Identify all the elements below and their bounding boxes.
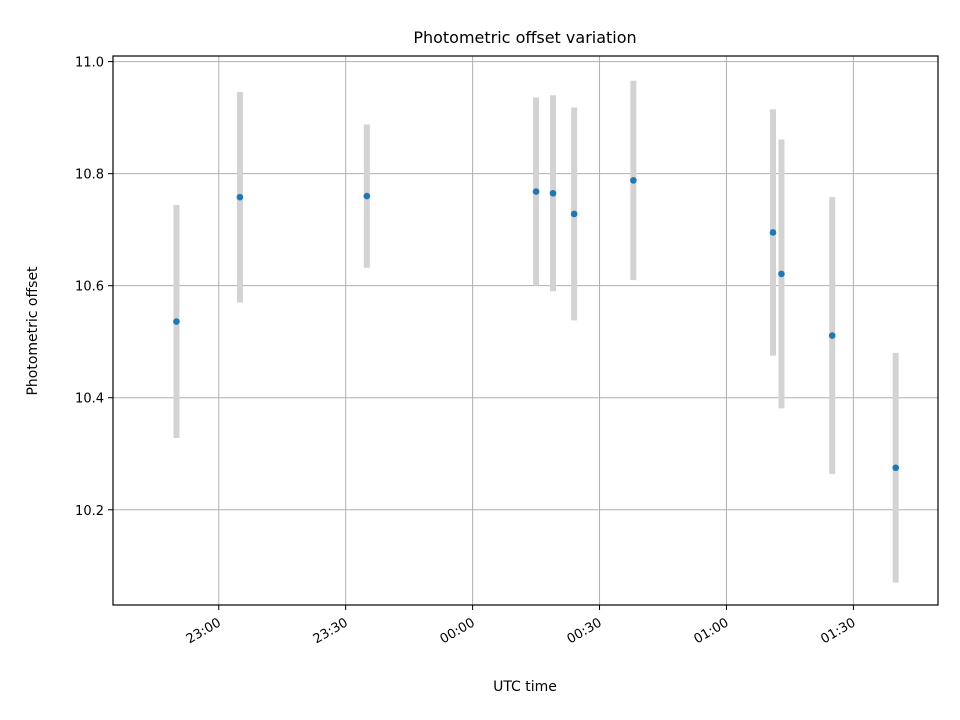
data-point — [236, 193, 244, 201]
data-point — [769, 229, 777, 236]
grid — [113, 56, 938, 605]
x-tick-label: 00:30 — [565, 615, 605, 647]
x-tick-label: 23:30 — [311, 615, 351, 647]
data-point — [549, 189, 557, 197]
data-point — [630, 177, 637, 184]
y-tick-label: 10.2 — [75, 504, 104, 519]
x-tick-label: 01:00 — [692, 615, 732, 647]
y-tick-label: 10.6 — [75, 280, 104, 295]
x-axis-label: UTC time — [493, 679, 557, 695]
data-point — [532, 188, 540, 195]
plot-frame — [112, 55, 939, 606]
chart-title: Photometric offset variation — [413, 28, 636, 47]
y-tick-label: 11.0 — [75, 56, 104, 71]
data-point — [570, 210, 578, 218]
x-tick-label: 00:00 — [438, 615, 478, 647]
x-tick-label: 23:00 — [184, 615, 224, 647]
data-points — [173, 177, 899, 472]
data-point — [363, 192, 371, 200]
y-axis-label: Photometric offset — [25, 266, 41, 396]
y-tick-label: 10.4 — [75, 392, 104, 407]
y-tick-label: 10.8 — [75, 168, 104, 183]
error-bars — [173, 80, 899, 583]
x-tick-label: 01:30 — [818, 615, 858, 647]
data-point — [173, 318, 180, 325]
data-point — [828, 332, 836, 339]
data-point — [892, 464, 899, 472]
data-point — [778, 270, 785, 278]
axis-ticks: 23:00 23:30 00:00 00:30 01:00 01:30 10.2 10.4 10… — [75, 56, 858, 648]
